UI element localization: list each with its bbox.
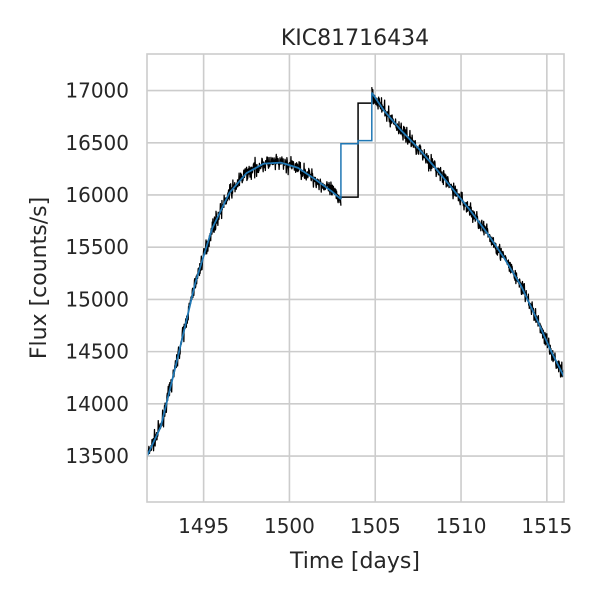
series-group (147, 87, 564, 460)
flux-segment-1 (147, 153, 342, 460)
x-tick-label: 1510 (436, 514, 487, 538)
y-tick-label: 15500 (65, 235, 129, 259)
y-tick-label: 16500 (65, 131, 129, 155)
data-layer (147, 87, 564, 460)
trend-series (147, 92, 564, 457)
x-tick-label: 1515 (521, 514, 572, 538)
trend-segment-1 (147, 161, 342, 457)
trend-gap-steps (340, 92, 373, 200)
y-axis-label: Flux [counts/s] (27, 197, 52, 359)
x-tick-label: 1500 (264, 514, 315, 538)
y-tick-label: 13500 (65, 444, 129, 468)
trend-segment-2 (371, 92, 564, 378)
plot-area-border (146, 53, 565, 503)
flux-segment-2 (371, 87, 564, 378)
y-tick-label: 17000 (65, 79, 129, 103)
x-tick-label: 1505 (350, 514, 401, 538)
y-tick-label: 15000 (65, 287, 129, 311)
y-tick-label: 16000 (65, 183, 129, 207)
y-tick-label: 14000 (65, 392, 129, 416)
x-axis-label: Time [days] (289, 549, 420, 574)
y-tick-label: 14500 (65, 340, 129, 364)
chart-title: KIC81716434 (281, 26, 429, 51)
x-tick-label: 1495 (178, 514, 229, 538)
tick-labels: 1495 1500 1505 1510 1515 13500 14000 14500 15000… (65, 79, 572, 538)
